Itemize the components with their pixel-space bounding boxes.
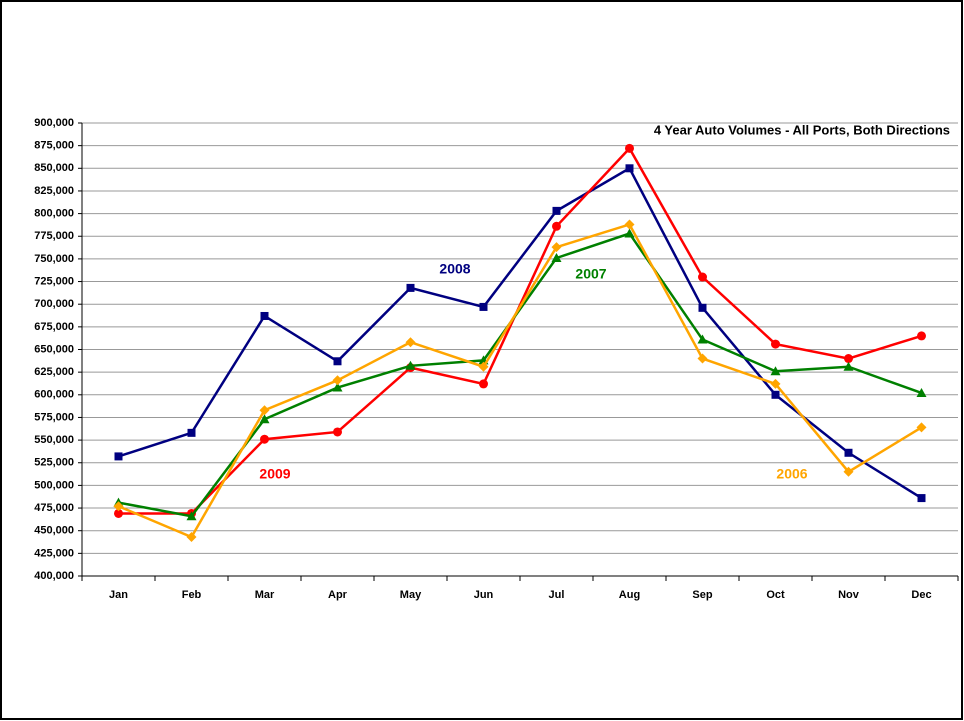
marker: [698, 272, 707, 282]
series-label: 2008: [439, 261, 470, 277]
marker: [625, 164, 634, 173]
x-tick-label: Jun: [474, 589, 494, 601]
marker: [770, 378, 781, 389]
marker: [916, 422, 927, 433]
y-tick-label: 900,000: [34, 117, 74, 129]
x-tick-label: Feb: [182, 589, 202, 601]
x-tick-label: Nov: [838, 589, 860, 601]
y-tick-label: 775,000: [34, 230, 74, 242]
marker: [697, 353, 708, 364]
marker: [260, 311, 269, 320]
y-tick-label: 650,000: [34, 343, 74, 355]
marker: [844, 448, 853, 457]
x-tick-label: Apr: [328, 589, 348, 601]
marker: [114, 508, 123, 518]
marker: [551, 242, 562, 253]
x-tick-label: May: [400, 589, 422, 601]
marker: [405, 337, 416, 348]
marker: [186, 511, 197, 521]
marker: [479, 302, 488, 311]
marker: [771, 339, 780, 349]
x-tick-label: Mar: [255, 589, 275, 601]
marker: [186, 532, 197, 543]
marker: [332, 375, 343, 386]
y-tick-label: 850,000: [34, 162, 74, 174]
marker: [625, 143, 634, 153]
y-tick-label: 700,000: [34, 298, 74, 310]
marker: [187, 428, 196, 437]
y-tick-label: 600,000: [34, 389, 74, 401]
y-tick-label: 550,000: [34, 434, 74, 446]
x-tick-label: Aug: [619, 589, 640, 601]
marker: [552, 206, 561, 215]
marker: [406, 283, 415, 292]
marker: [917, 331, 926, 341]
marker: [113, 501, 124, 512]
y-tick-label: 675,000: [34, 321, 74, 333]
marker: [697, 334, 708, 344]
y-tick-label: 400,000: [34, 570, 74, 582]
marker: [770, 366, 781, 376]
x-tick-label: Dec: [911, 589, 931, 601]
marker: [114, 452, 123, 461]
marker: [478, 361, 489, 372]
series-label: 2006: [776, 466, 807, 482]
marker: [333, 357, 342, 366]
y-tick-label: 450,000: [34, 525, 74, 537]
y-tick-label: 750,000: [34, 253, 74, 265]
marker: [843, 361, 854, 371]
y-tick-label: 425,000: [34, 547, 74, 559]
series-label: 2009: [259, 466, 290, 482]
y-tick-label: 875,000: [34, 140, 74, 152]
marker: [771, 390, 780, 399]
marker: [479, 379, 488, 389]
marker: [916, 387, 927, 397]
x-tick-label: Oct: [766, 589, 785, 601]
y-tick-label: 575,000: [34, 411, 74, 423]
marker: [259, 405, 270, 416]
marker: [333, 427, 342, 437]
x-tick-label: Jan: [109, 589, 128, 601]
marker: [698, 303, 707, 312]
marker: [917, 494, 926, 503]
y-tick-label: 525,000: [34, 457, 74, 469]
marker: [405, 360, 416, 370]
marker: [843, 466, 854, 477]
x-tick-label: Sep: [692, 589, 712, 601]
series-line: [118, 166, 923, 500]
y-tick-label: 725,000: [34, 275, 74, 287]
marker: [844, 354, 853, 364]
marker: [624, 219, 635, 230]
marker: [624, 228, 635, 238]
series-line: [118, 222, 923, 539]
y-tick-label: 625,000: [34, 366, 74, 378]
marker: [332, 382, 343, 392]
y-tick-label: 475,000: [34, 502, 74, 514]
y-tick-label: 500,000: [34, 479, 74, 491]
chart-title: 4 Year Auto Volumes - All Ports, Both Di…: [654, 122, 950, 137]
y-tick-label: 800,000: [34, 208, 74, 220]
marker: [259, 414, 270, 424]
marker: [551, 252, 562, 262]
marker: [260, 434, 269, 444]
marker: [552, 221, 561, 231]
series-label: 2007: [575, 266, 606, 282]
x-tick-label: Jul: [549, 589, 565, 601]
y-tick-label: 825,000: [34, 185, 74, 197]
